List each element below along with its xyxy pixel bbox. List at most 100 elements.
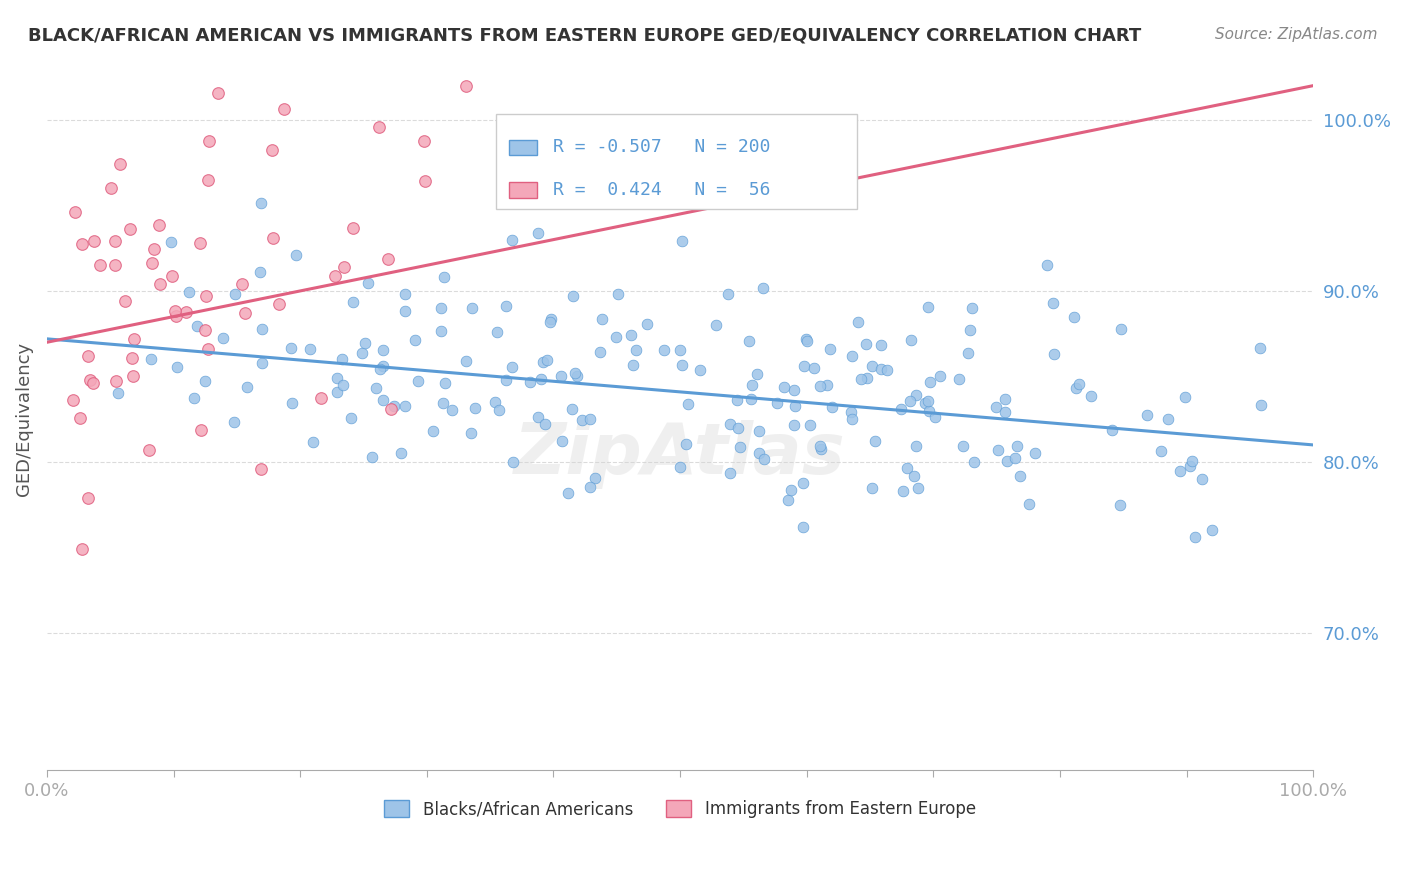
Point xyxy=(1064,381,1087,395)
Point xyxy=(620,327,643,342)
Point xyxy=(433,376,456,391)
Point xyxy=(413,174,436,188)
Point xyxy=(948,372,970,386)
Point xyxy=(269,297,291,311)
Point xyxy=(1157,412,1180,426)
Point xyxy=(139,351,162,366)
Point xyxy=(502,455,524,469)
Point xyxy=(792,475,814,490)
Point xyxy=(870,338,893,352)
Point xyxy=(810,442,832,456)
Point xyxy=(841,405,863,419)
Point xyxy=(273,102,295,116)
Text: Source: ZipAtlas.com: Source: ZipAtlas.com xyxy=(1215,27,1378,42)
Point xyxy=(589,344,612,359)
Point xyxy=(717,287,740,301)
Point xyxy=(366,381,388,395)
Point xyxy=(929,368,952,383)
Point xyxy=(63,205,86,219)
Point xyxy=(1136,408,1159,422)
Point xyxy=(454,78,477,93)
Point xyxy=(394,399,416,413)
Point xyxy=(224,415,246,429)
Point xyxy=(1042,347,1064,361)
Point xyxy=(371,343,394,357)
Point xyxy=(1150,443,1173,458)
Point xyxy=(174,305,197,319)
Point xyxy=(783,417,806,432)
Point xyxy=(461,301,484,315)
Point xyxy=(583,471,606,485)
Point xyxy=(160,235,183,249)
Point xyxy=(538,315,561,329)
Point xyxy=(571,413,593,427)
Point xyxy=(104,234,127,248)
Point xyxy=(1109,322,1132,336)
Point xyxy=(963,455,986,469)
Point xyxy=(907,481,929,495)
FancyBboxPatch shape xyxy=(496,114,858,209)
Point xyxy=(284,247,307,261)
FancyBboxPatch shape xyxy=(509,182,537,198)
Point xyxy=(725,392,748,407)
Point xyxy=(526,410,548,425)
Point xyxy=(1201,524,1223,538)
Point xyxy=(540,312,562,326)
Point xyxy=(846,315,869,329)
Point xyxy=(1109,499,1132,513)
Point xyxy=(179,285,201,299)
Point xyxy=(186,318,208,333)
Point xyxy=(652,343,675,357)
Point xyxy=(808,439,831,453)
Point xyxy=(1067,377,1090,392)
Point xyxy=(122,332,145,346)
Point xyxy=(918,404,941,418)
Point xyxy=(252,356,274,370)
Point xyxy=(579,480,602,494)
Point xyxy=(676,396,699,410)
Text: ZipAtlas: ZipAtlas xyxy=(515,420,846,489)
Point xyxy=(534,417,557,432)
Point xyxy=(773,379,796,393)
Point xyxy=(799,417,821,432)
Point xyxy=(849,372,872,386)
Point xyxy=(190,236,212,251)
Point xyxy=(557,485,579,500)
Point xyxy=(108,157,131,171)
Point xyxy=(900,333,922,347)
Point xyxy=(689,362,711,376)
Point xyxy=(160,268,183,283)
Point xyxy=(148,218,170,232)
Point xyxy=(1178,458,1201,473)
Point xyxy=(104,258,127,272)
Point xyxy=(903,469,925,483)
Point xyxy=(198,134,221,148)
Point xyxy=(79,373,101,387)
Point xyxy=(727,420,749,434)
Point xyxy=(371,359,394,373)
Point xyxy=(904,388,927,402)
FancyBboxPatch shape xyxy=(509,139,537,155)
Point xyxy=(77,349,100,363)
Point xyxy=(530,371,553,385)
Point xyxy=(561,401,583,416)
Point xyxy=(1010,468,1032,483)
Point xyxy=(1018,497,1040,511)
Point xyxy=(352,345,374,359)
Point xyxy=(194,374,217,388)
Point xyxy=(551,434,574,448)
Point xyxy=(194,323,217,337)
Point xyxy=(138,443,160,458)
Point xyxy=(121,369,143,384)
Point xyxy=(748,424,770,438)
Point xyxy=(121,351,143,366)
Point xyxy=(531,355,554,369)
Point xyxy=(1004,451,1026,466)
Point xyxy=(745,367,768,381)
Point xyxy=(330,351,353,366)
Point xyxy=(212,331,235,345)
Point xyxy=(249,265,271,279)
Point xyxy=(738,334,761,349)
Point xyxy=(741,378,763,392)
Point xyxy=(360,450,382,464)
